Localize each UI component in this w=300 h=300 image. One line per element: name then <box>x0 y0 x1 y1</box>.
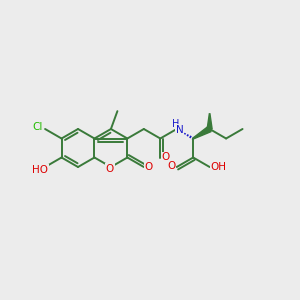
Text: O: O <box>161 152 170 163</box>
Text: N: N <box>176 125 184 135</box>
Polygon shape <box>193 126 211 139</box>
Text: O: O <box>145 162 153 172</box>
Text: O: O <box>168 161 176 171</box>
Text: Cl: Cl <box>32 122 42 132</box>
Text: OH: OH <box>211 162 226 172</box>
Text: O: O <box>106 164 114 174</box>
Polygon shape <box>207 114 212 129</box>
Text: H: H <box>172 119 179 129</box>
Text: HO: HO <box>32 165 48 175</box>
